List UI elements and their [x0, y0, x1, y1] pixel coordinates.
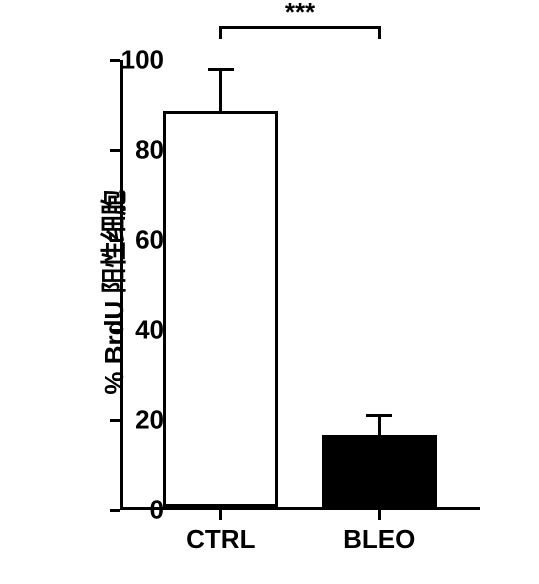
error-bar: [378, 416, 381, 439]
x-tick-label: BLEO: [343, 524, 415, 555]
y-tick-label: 20: [135, 405, 164, 436]
plot-area: [120, 60, 480, 510]
y-tick: [110, 239, 120, 242]
y-tick: [110, 149, 120, 152]
error-bar: [219, 69, 222, 114]
y-tick: [110, 329, 120, 332]
y-tick: [110, 59, 120, 62]
x-axis-line: [120, 507, 480, 510]
y-tick-label: 40: [135, 315, 164, 346]
y-tick-label: 100: [121, 45, 164, 76]
bar-ctrl: [163, 111, 278, 507]
y-tick: [110, 419, 120, 422]
x-tick: [378, 510, 381, 520]
y-tick-label: 80: [135, 135, 164, 166]
y-tick-label: 60: [135, 225, 164, 256]
y-axis-line: [120, 60, 123, 510]
bar-bleo: [322, 435, 437, 507]
bar-chart: % BrdU 阳性细胞 020406080100CTRLBLEO***: [0, 0, 539, 584]
y-tick-label: 0: [150, 495, 164, 526]
error-bar-cap: [208, 68, 234, 71]
significance-tick: [378, 26, 381, 39]
x-tick-label: CTRL: [186, 524, 255, 555]
error-bar-cap: [366, 414, 392, 417]
significance-tick: [219, 26, 222, 39]
x-tick: [219, 510, 222, 520]
significance-stars: ***: [285, 0, 315, 28]
y-tick: [110, 509, 120, 512]
